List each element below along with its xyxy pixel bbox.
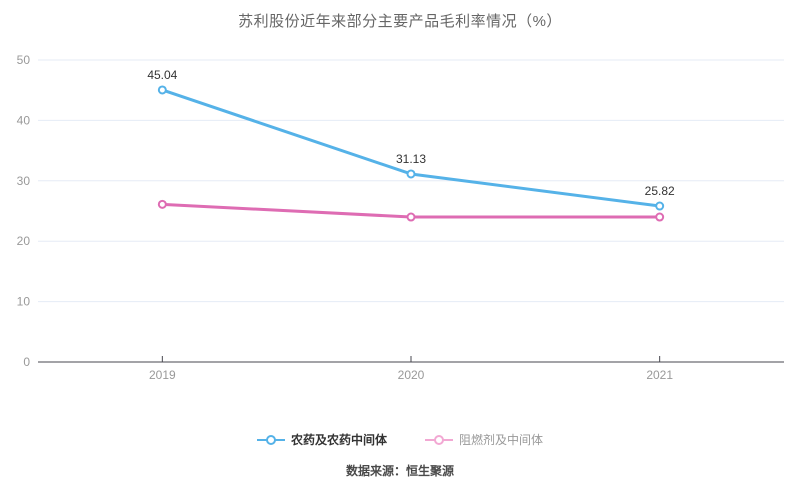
y-axis-tick-label: 30 (17, 174, 31, 188)
legend: 农药及农药中间体 阻燃剂及中间体 (0, 431, 800, 448)
chart-title: 苏利股份近年来部分主要产品毛利率情况（%） (238, 13, 562, 30)
data-point-marker[interactable] (406, 212, 416, 222)
data-point-label: 45.04 (147, 68, 177, 82)
data-point-label: 31.13 (396, 152, 426, 166)
y-axis-tick-label: 20 (17, 234, 31, 248)
line-series-icon (425, 434, 453, 445)
y-axis-tick-label: 50 (17, 53, 31, 67)
line-chart-plot: 0 10 20 30 40 50 2019 2020 2021 45.04 31.13 25.82 (17, 53, 784, 382)
x-axis-tick-label: 2020 (398, 368, 425, 382)
line-series-icon (256, 434, 285, 445)
data-source: 数据来源：恒生聚源 (345, 464, 454, 478)
series-line (160, 88, 662, 208)
data-point-marker[interactable] (655, 201, 665, 211)
data-point-marker[interactable] (157, 85, 167, 95)
data-point-marker[interactable] (157, 199, 167, 209)
y-axis-tick-label: 40 (17, 113, 31, 127)
data-point-marker[interactable] (406, 169, 416, 179)
y-axis-tick-label: 0 (23, 355, 30, 369)
legend-item-flame-retardant-series[interactable]: 阻燃剂及中间体 (425, 431, 543, 448)
legend-item-pesticide-series[interactable]: 农药及农药中间体 (256, 431, 387, 448)
legend-label: 阻燃剂及中间体 (459, 433, 544, 447)
data-point-label: 25.82 (645, 184, 675, 198)
x-axis-tick-label: 2019 (149, 368, 176, 382)
legend-label: 农药及农药中间体 (290, 433, 387, 447)
data-point-marker[interactable] (655, 212, 665, 222)
x-axis-tick-label: 2021 (646, 368, 673, 382)
y-axis-tick-label: 10 (17, 295, 31, 309)
